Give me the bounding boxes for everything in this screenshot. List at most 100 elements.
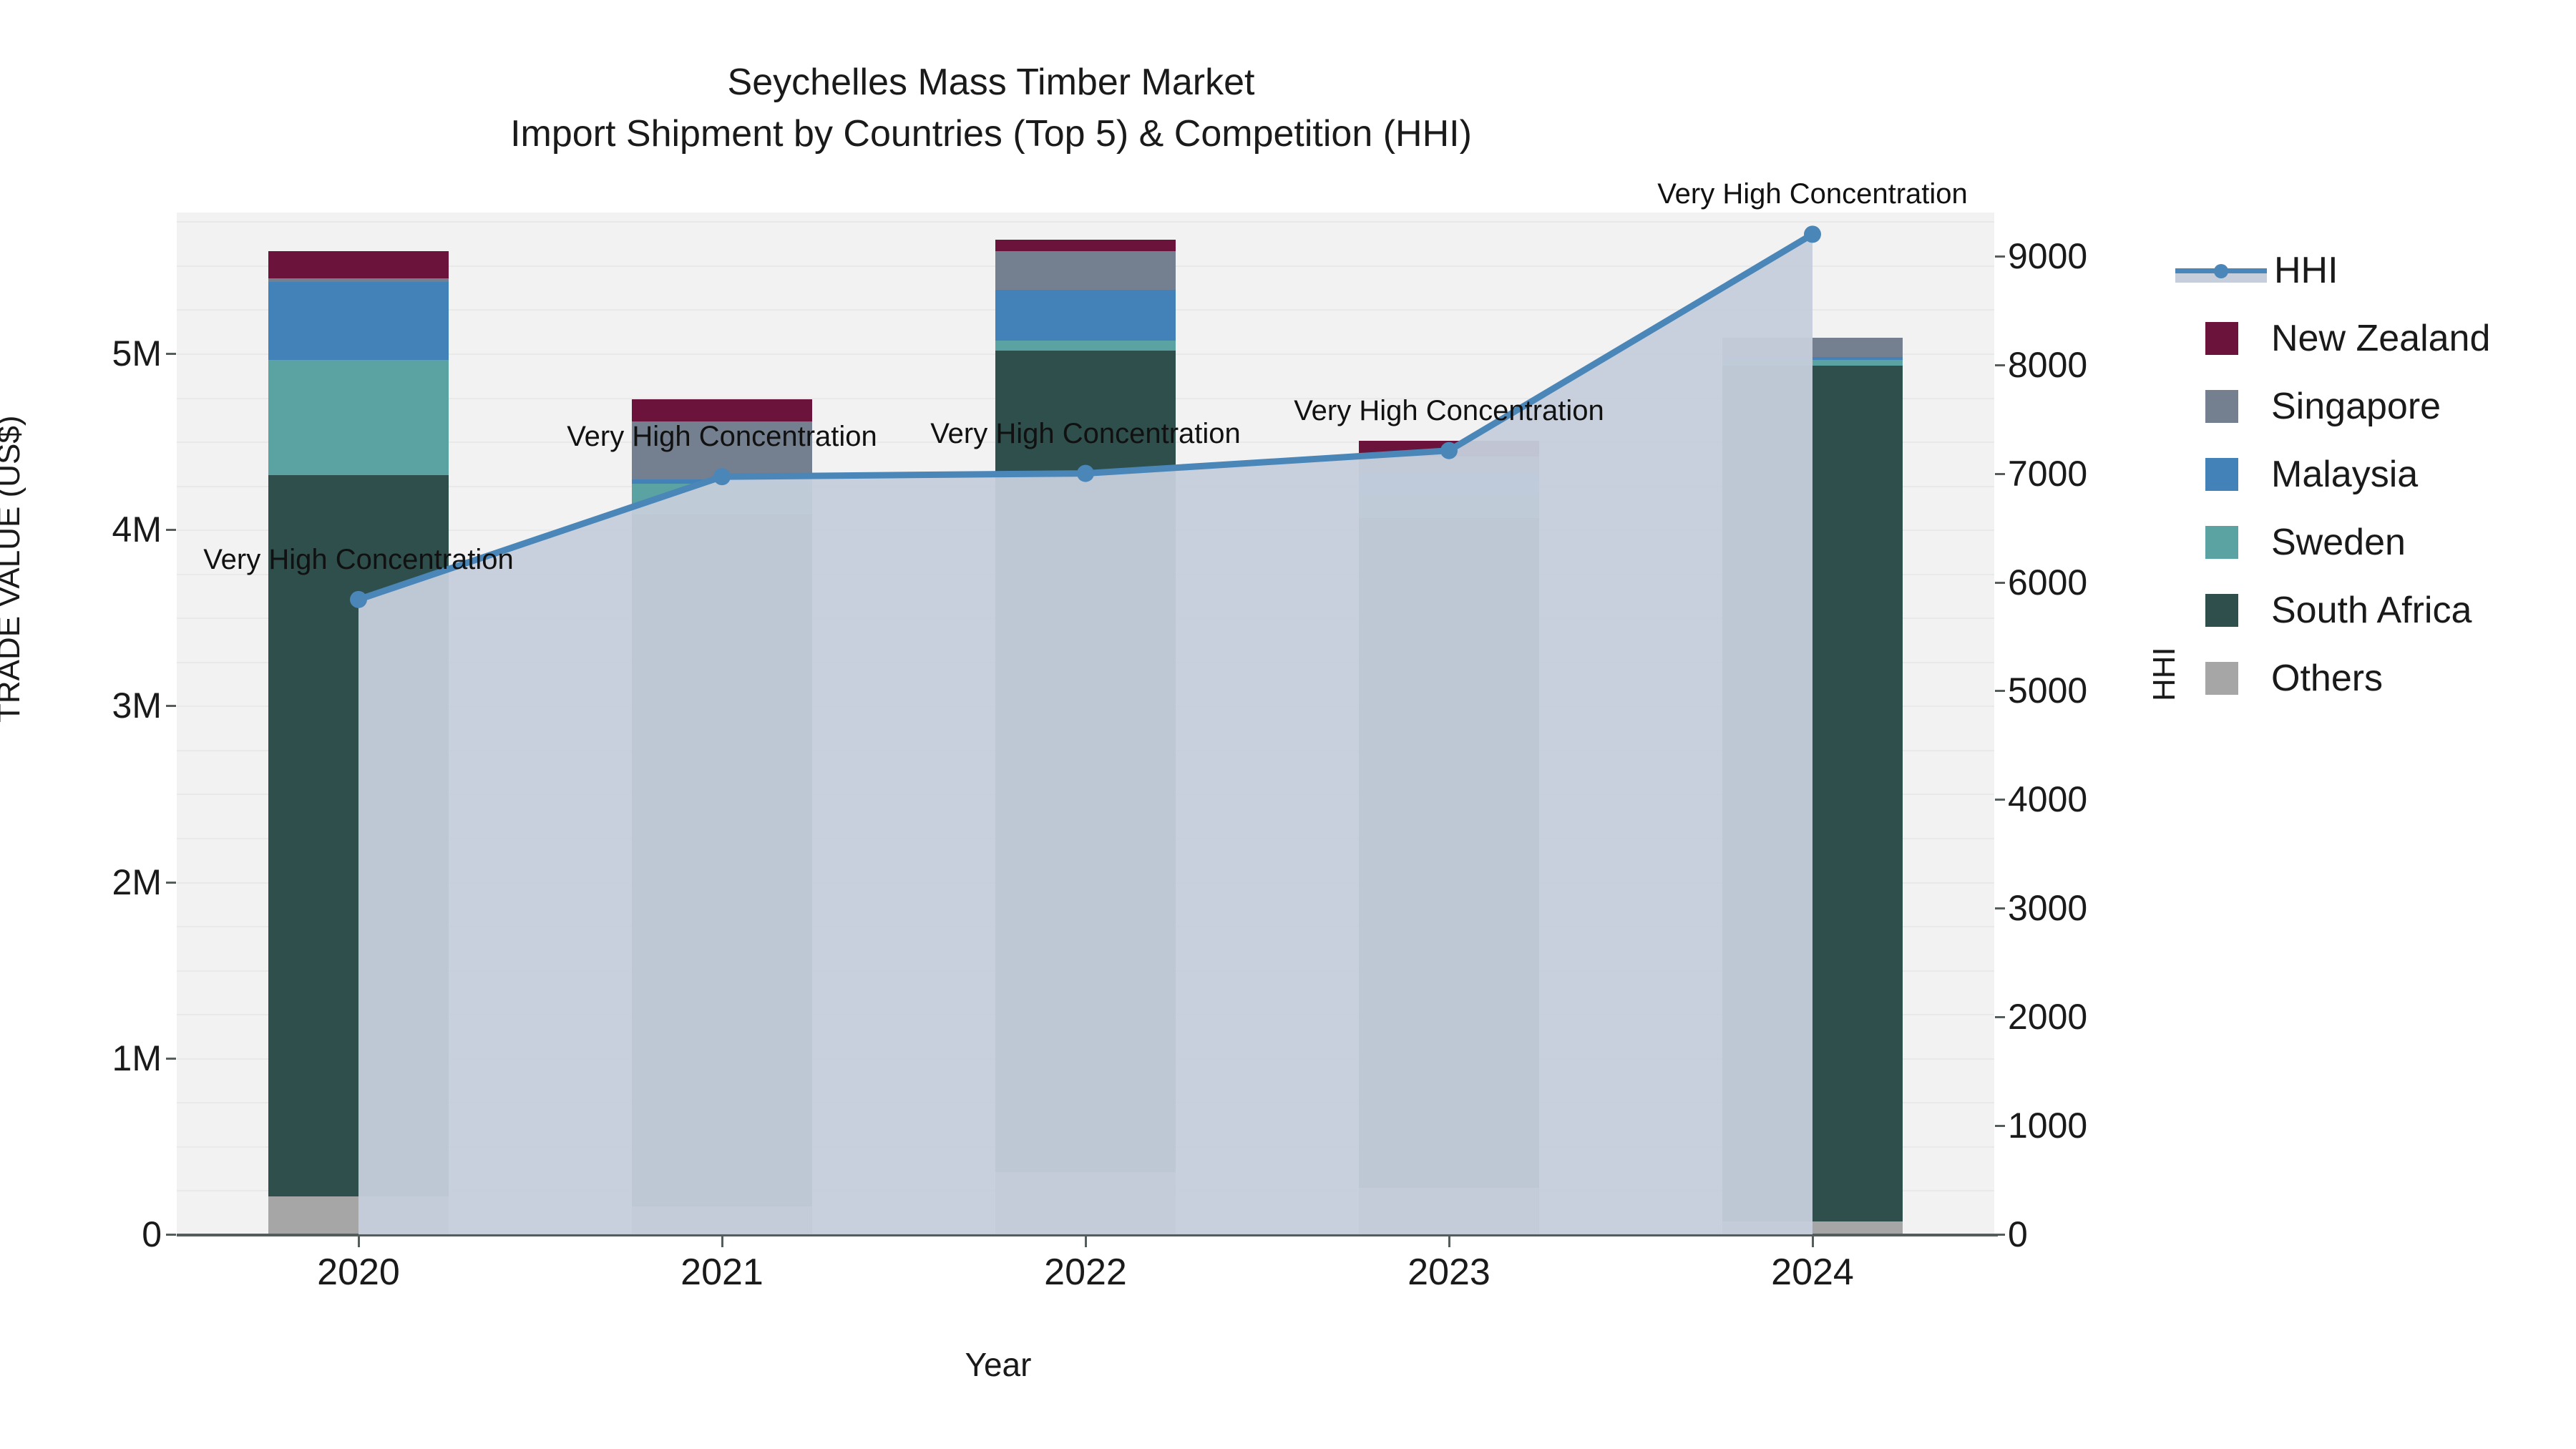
tick-mark — [166, 352, 176, 355]
bar-segment-new-zealand[interactable] — [632, 399, 812, 421]
annotation-label: Very High Concentration — [930, 417, 1241, 449]
y-axis-left-tick: 0 — [142, 1214, 162, 1254]
y-axis-right-tick: 6000 — [2008, 562, 2088, 602]
annotation-label: Very High Concentration — [567, 421, 877, 453]
legend-line-icon — [2175, 254, 2267, 287]
x-axis-tick-2023: 2023 — [1407, 1252, 1491, 1293]
bar-segment-others[interactable] — [268, 1196, 449, 1234]
bar-segment-malaysia[interactable] — [1722, 356, 1903, 360]
legend-swatch — [2205, 321, 2238, 355]
bar-segment-malaysia[interactable] — [632, 479, 812, 484]
bar-segment-malaysia[interactable] — [268, 282, 449, 360]
x-axis-line — [177, 1234, 1998, 1236]
y-axis-right-tick: 9000 — [2008, 235, 2088, 276]
bar-column[interactable] — [995, 213, 1176, 1234]
chart-title-line-1: Seychelles Mass Timber Market — [727, 62, 1255, 103]
y-axis-right-tick: 8000 — [2008, 344, 2088, 385]
tick-mark — [721, 1236, 723, 1247]
y-axis-right-tick: 3000 — [2008, 888, 2088, 929]
y-axis-right-tick: 0 — [2008, 1214, 2028, 1254]
bar-segment-malaysia[interactable] — [995, 290, 1176, 341]
legend-item-malaysia[interactable]: Malaysia — [2175, 440, 2562, 508]
bar-segment-sweden[interactable] — [995, 340, 1176, 351]
bar-segment-malaysia[interactable] — [1359, 473, 1539, 496]
y-axis-right-tick: 2000 — [2008, 997, 2088, 1038]
bar-segment-new-zealand[interactable] — [995, 240, 1176, 252]
tick-mark — [166, 1057, 176, 1060]
bar-segment-singapore[interactable] — [995, 251, 1176, 291]
y-axis-left-tick: 1M — [112, 1038, 162, 1078]
bar-column[interactable] — [632, 213, 812, 1234]
legend-label: South Africa — [2271, 589, 2472, 631]
bar-segment-sweden[interactable] — [632, 484, 812, 515]
bar-segment-others[interactable] — [1722, 1221, 1903, 1234]
bar-segment-south-africa[interactable] — [1722, 366, 1903, 1221]
y-axis-left-tick: 3M — [112, 686, 162, 726]
bar-segment-south-africa[interactable] — [1359, 518, 1539, 1188]
chart-title-block: Seychelles Mass Timber Market Import Shi… — [0, 57, 1982, 160]
bar-column[interactable] — [1722, 213, 1903, 1234]
y-axis-left-tick: 5M — [112, 333, 162, 374]
tick-mark — [166, 705, 176, 708]
tick-mark — [1995, 472, 2005, 475]
legend-label: Others — [2271, 657, 2384, 699]
y-axis-right-tick: 7000 — [2008, 453, 2088, 494]
bar-column[interactable] — [1359, 213, 1539, 1234]
legend-label: HHI — [2274, 249, 2338, 291]
bar-segment-singapore[interactable] — [268, 278, 449, 283]
bar-segment-singapore[interactable] — [1359, 457, 1539, 474]
bar-segment-sweden[interactable] — [1722, 359, 1903, 366]
annotation-label: Very High Concentration — [1294, 394, 1604, 426]
bar-segment-singapore[interactable] — [1722, 337, 1903, 357]
plot-area — [177, 213, 1994, 1236]
x-axis-tick-2024: 2024 — [1771, 1252, 1854, 1293]
annotation-label: Very High Concentration — [1657, 178, 1968, 210]
tick-mark — [166, 529, 176, 532]
y-axis-left-tick: 2M — [112, 862, 162, 902]
gridline — [177, 221, 1994, 223]
tick-mark — [1995, 364, 2005, 366]
bar-segment-new-zealand[interactable] — [268, 251, 449, 279]
bar-segment-new-zealand[interactable] — [1359, 440, 1539, 457]
annotation-label: Very High Concentration — [203, 543, 514, 575]
bar-segment-others[interactable] — [1359, 1187, 1539, 1234]
legend: HHI New Zealand Singapore Malaysia Sweden Sou… — [2175, 236, 2562, 712]
tick-mark — [166, 881, 176, 884]
tick-mark — [1995, 907, 2005, 910]
y-axis-left-tick: 4M — [112, 509, 162, 550]
legend-item-new-zealand[interactable]: New Zealand — [2175, 304, 2562, 372]
bar-segment-south-africa[interactable] — [268, 474, 449, 1197]
bar-column[interactable] — [268, 213, 449, 1234]
bar-segment-others[interactable] — [632, 1206, 812, 1234]
tick-mark — [1085, 1236, 1087, 1247]
bar-segment-south-africa[interactable] — [995, 351, 1176, 1172]
legend-item-hhi[interactable]: HHI — [2175, 236, 2562, 304]
bar-segment-south-africa[interactable] — [632, 514, 812, 1206]
tick-mark — [1995, 799, 2005, 801]
y-axis-right-tick: 4000 — [2008, 779, 2088, 820]
x-axis-title: Year — [965, 1346, 1032, 1383]
y-axis-left-title: TRADE VALUE (US$) — [0, 415, 26, 723]
legend-item-sweden[interactable]: Sweden — [2175, 508, 2562, 576]
legend-item-south-africa[interactable]: South Africa — [2175, 576, 2562, 644]
bar-segment-others[interactable] — [995, 1171, 1176, 1234]
legend-label: Malaysia — [2271, 453, 2419, 495]
bar-segment-sweden[interactable] — [268, 359, 449, 475]
x-axis-tick-2020: 2020 — [317, 1252, 400, 1293]
chart-title-line-2: Import Shipment by Countries (Top 5) & C… — [510, 112, 1472, 155]
bar-segment-sweden[interactable] — [1359, 495, 1539, 519]
x-axis-tick-2022: 2022 — [1044, 1252, 1127, 1293]
tick-mark — [358, 1236, 360, 1247]
legend-item-others[interactable]: Others — [2175, 644, 2562, 712]
legend-item-singapore[interactable]: Singapore — [2175, 372, 2562, 440]
tick-mark — [1995, 690, 2005, 693]
legend-swatch — [2205, 593, 2238, 627]
legend-swatch — [2205, 525, 2238, 559]
tick-mark — [166, 1234, 176, 1236]
y-axis-right-tick: 1000 — [2008, 1106, 2088, 1146]
tick-mark — [1995, 1234, 2005, 1236]
legend-label: New Zealand — [2271, 317, 2491, 359]
tick-mark — [1995, 1016, 2005, 1019]
y-axis-right-tick: 5000 — [2008, 670, 2088, 711]
